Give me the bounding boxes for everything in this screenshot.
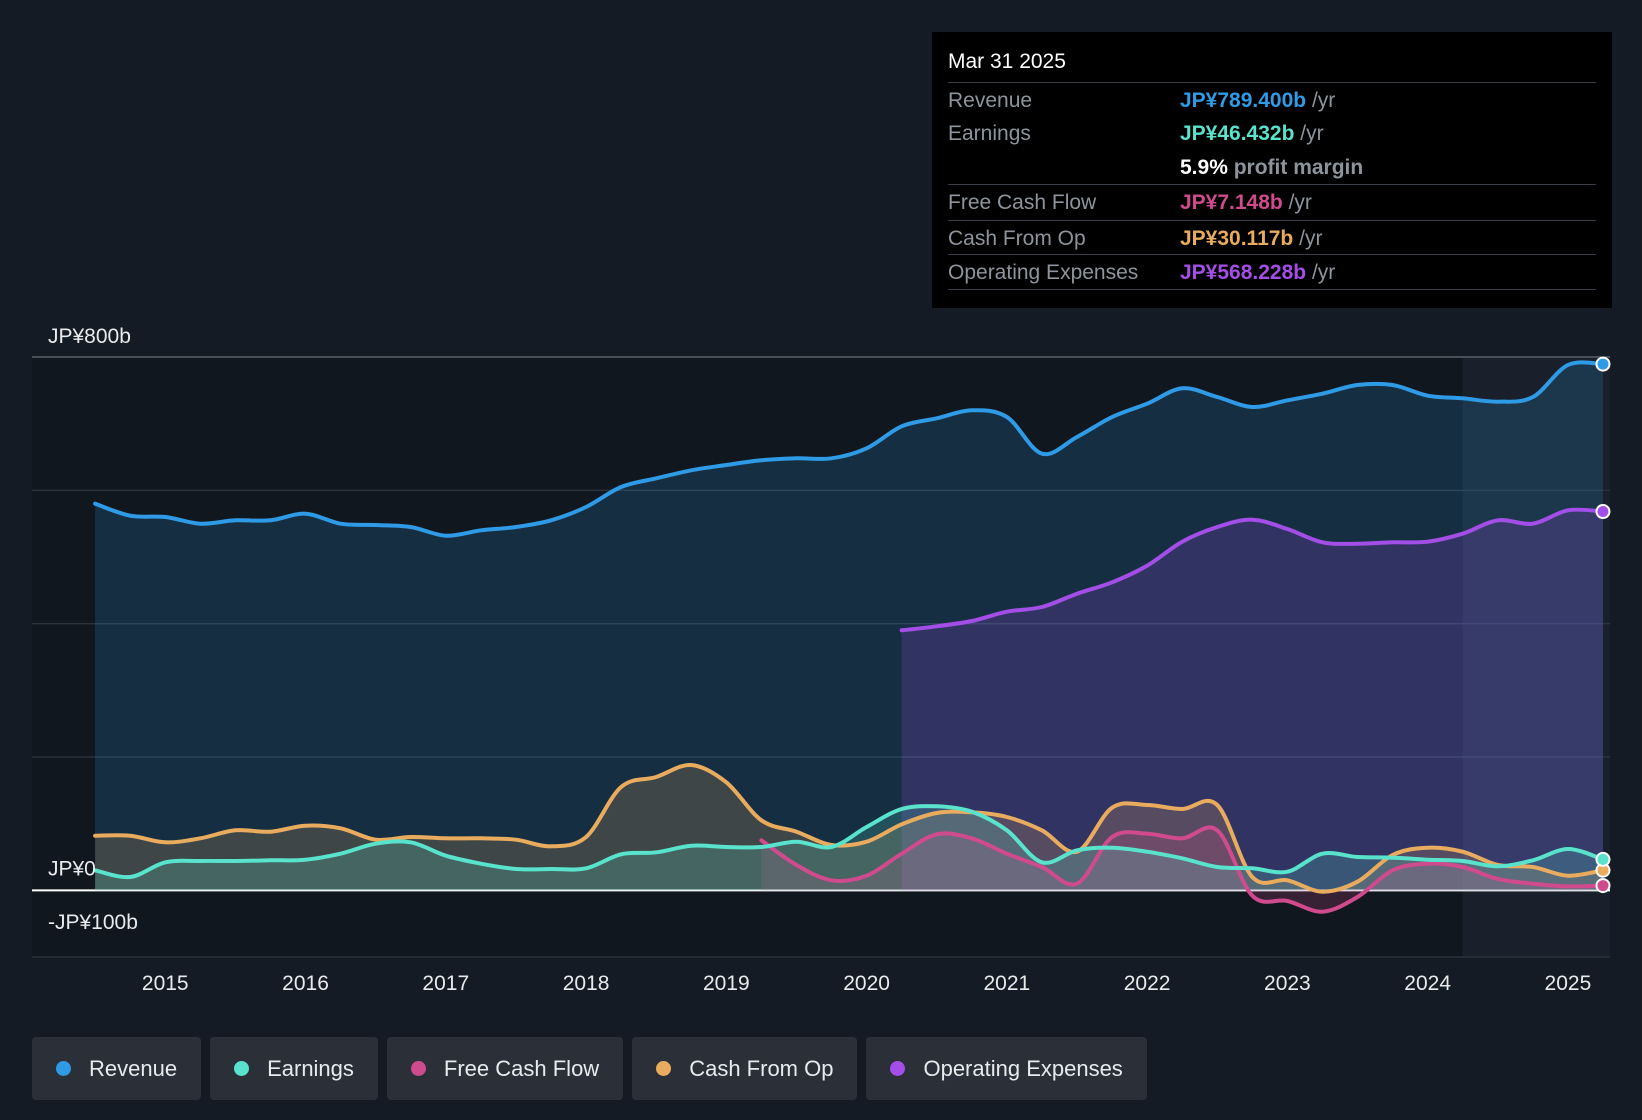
unit: /yr <box>1288 191 1312 214</box>
tooltip-label: Revenue <box>948 89 1033 112</box>
earnings-line <box>93 804 1605 880</box>
legend-dot-icon <box>410 1061 426 1076</box>
legend-dot-icon <box>234 1061 250 1076</box>
tooltip-label: Free Cash Flow <box>948 191 1097 214</box>
legend-label: Operating Expenses <box>923 1055 1123 1081</box>
unit: /yr <box>1299 227 1323 250</box>
x-tick-label: 2019 <box>703 972 750 995</box>
tooltip-label: Cash From Op <box>948 227 1086 250</box>
unit: /yr <box>1300 122 1324 145</box>
earnings-value: JP¥46.432b <box>1180 122 1295 145</box>
earnings-end-point <box>1595 851 1611 867</box>
series-end-markers <box>1595 356 1611 894</box>
tooltip-row-cfo: Cash From Op JP¥30.117b /yr <box>948 220 1596 255</box>
free-cash-flow-end-point <box>1595 878 1611 894</box>
legend-dot-icon <box>656 1061 672 1076</box>
series-lines <box>93 360 1605 914</box>
revenue-end-point <box>1595 356 1611 372</box>
x-tick-label: 2022 <box>1124 972 1171 995</box>
x-tick-label: 2016 <box>282 972 329 995</box>
cfo-value: JP¥30.117b <box>1180 227 1294 250</box>
series-areas <box>95 362 1604 912</box>
legend-item-earnings[interactable]: Earnings <box>210 1037 378 1100</box>
free-cash-flow-area <box>761 827 1603 912</box>
fcf-value: JP¥7.148b <box>1180 191 1283 214</box>
hover-tooltip: Mar 31 2025 Revenue JP¥789.400b /yr Earn… <box>932 32 1612 308</box>
tooltip-row-revenue: Revenue JP¥789.400b /yr <box>948 82 1596 117</box>
profit-margin-text: profit margin <box>1233 156 1364 179</box>
tooltip-value: JP¥789.400b /yr <box>1180 89 1335 113</box>
operating-expenses-area <box>901 509 1603 891</box>
x-tick-label: 2017 <box>422 972 469 995</box>
revenue-line <box>93 360 1605 538</box>
legend-label: Free Cash Flow <box>443 1055 600 1081</box>
y-tick-label: JP¥0 <box>48 857 96 880</box>
legend-item-free-cash-flow[interactable]: Free Cash Flow <box>386 1037 624 1100</box>
tooltip-value: JP¥7.148b /yr <box>1180 191 1312 215</box>
legend-dot-icon <box>56 1061 71 1076</box>
legend-label: Cash From Op <box>689 1055 834 1081</box>
tooltip-value: 5.9% profit margin <box>1180 156 1363 180</box>
legend-dot-icon <box>890 1061 906 1076</box>
tooltip-label: Operating Expenses <box>948 261 1139 284</box>
revenue-value: JP¥789.400b <box>1180 89 1307 112</box>
tooltip-label: Earnings <box>948 122 1031 145</box>
x-tick-label: 2024 <box>1404 972 1451 995</box>
unit: /yr <box>1311 261 1336 284</box>
operating-expenses-end-point <box>1595 504 1611 520</box>
legend-label: Revenue <box>89 1055 178 1081</box>
operating-expenses-line <box>899 507 1605 633</box>
tooltip-value: JP¥46.432b /yr <box>1180 122 1324 146</box>
x-tick-label: 2018 <box>563 972 610 995</box>
free-cash-flow-line <box>759 825 1605 914</box>
tooltip-row-earnings: Earnings JP¥46.432b /yr <box>948 116 1596 150</box>
recent-shade <box>1462 357 1610 957</box>
tooltip-date: Mar 31 2025 <box>948 50 1066 73</box>
tooltip-value: JP¥30.117b /yr <box>1180 227 1322 251</box>
opex-value: JP¥568.228b <box>1180 261 1307 284</box>
x-tick-label: 2020 <box>843 972 890 995</box>
revenue-area <box>95 362 1604 891</box>
tooltip-value: JP¥568.228b /yr <box>1180 261 1335 285</box>
y-tick-label: JP¥800b <box>48 325 131 348</box>
y-tick-label: -JP¥100b <box>48 911 138 934</box>
profit-margin-value: 5.9% <box>1180 156 1228 179</box>
x-tick-label: 2015 <box>142 972 189 995</box>
forecast-shade <box>32 357 1610 957</box>
legend-item-operating-expenses[interactable]: Operating Expenses <box>866 1037 1147 1100</box>
legend-item-revenue[interactable]: Revenue <box>32 1037 202 1100</box>
x-tick-label: 2023 <box>1264 972 1311 995</box>
x-tick-label: 2021 <box>983 972 1030 995</box>
tooltip-row-margin: 5.9% profit margin <box>948 150 1596 184</box>
cash-from-op-line <box>93 762 1605 894</box>
tooltip-row-fcf: Free Cash Flow JP¥7.148b /yr <box>948 184 1596 219</box>
legend-label: Earnings <box>267 1055 354 1081</box>
x-tick-label: 2025 <box>1545 972 1592 995</box>
chart-legend: Revenue Earnings Free Cash Flow Cash Fro… <box>32 1037 1147 1100</box>
axis-labels: JP¥800b JP¥0 -JP¥100b 2015 2016 2017 2018 2019 2… <box>48 325 1591 995</box>
unit: /yr <box>1311 89 1336 112</box>
history-shade <box>32 357 1463 957</box>
legend-item-cash-from-op[interactable]: Cash From Op <box>632 1037 858 1100</box>
tooltip-row-opex: Operating Expenses JP¥568.228b /yr <box>948 254 1596 290</box>
gridlines <box>32 356 1610 958</box>
